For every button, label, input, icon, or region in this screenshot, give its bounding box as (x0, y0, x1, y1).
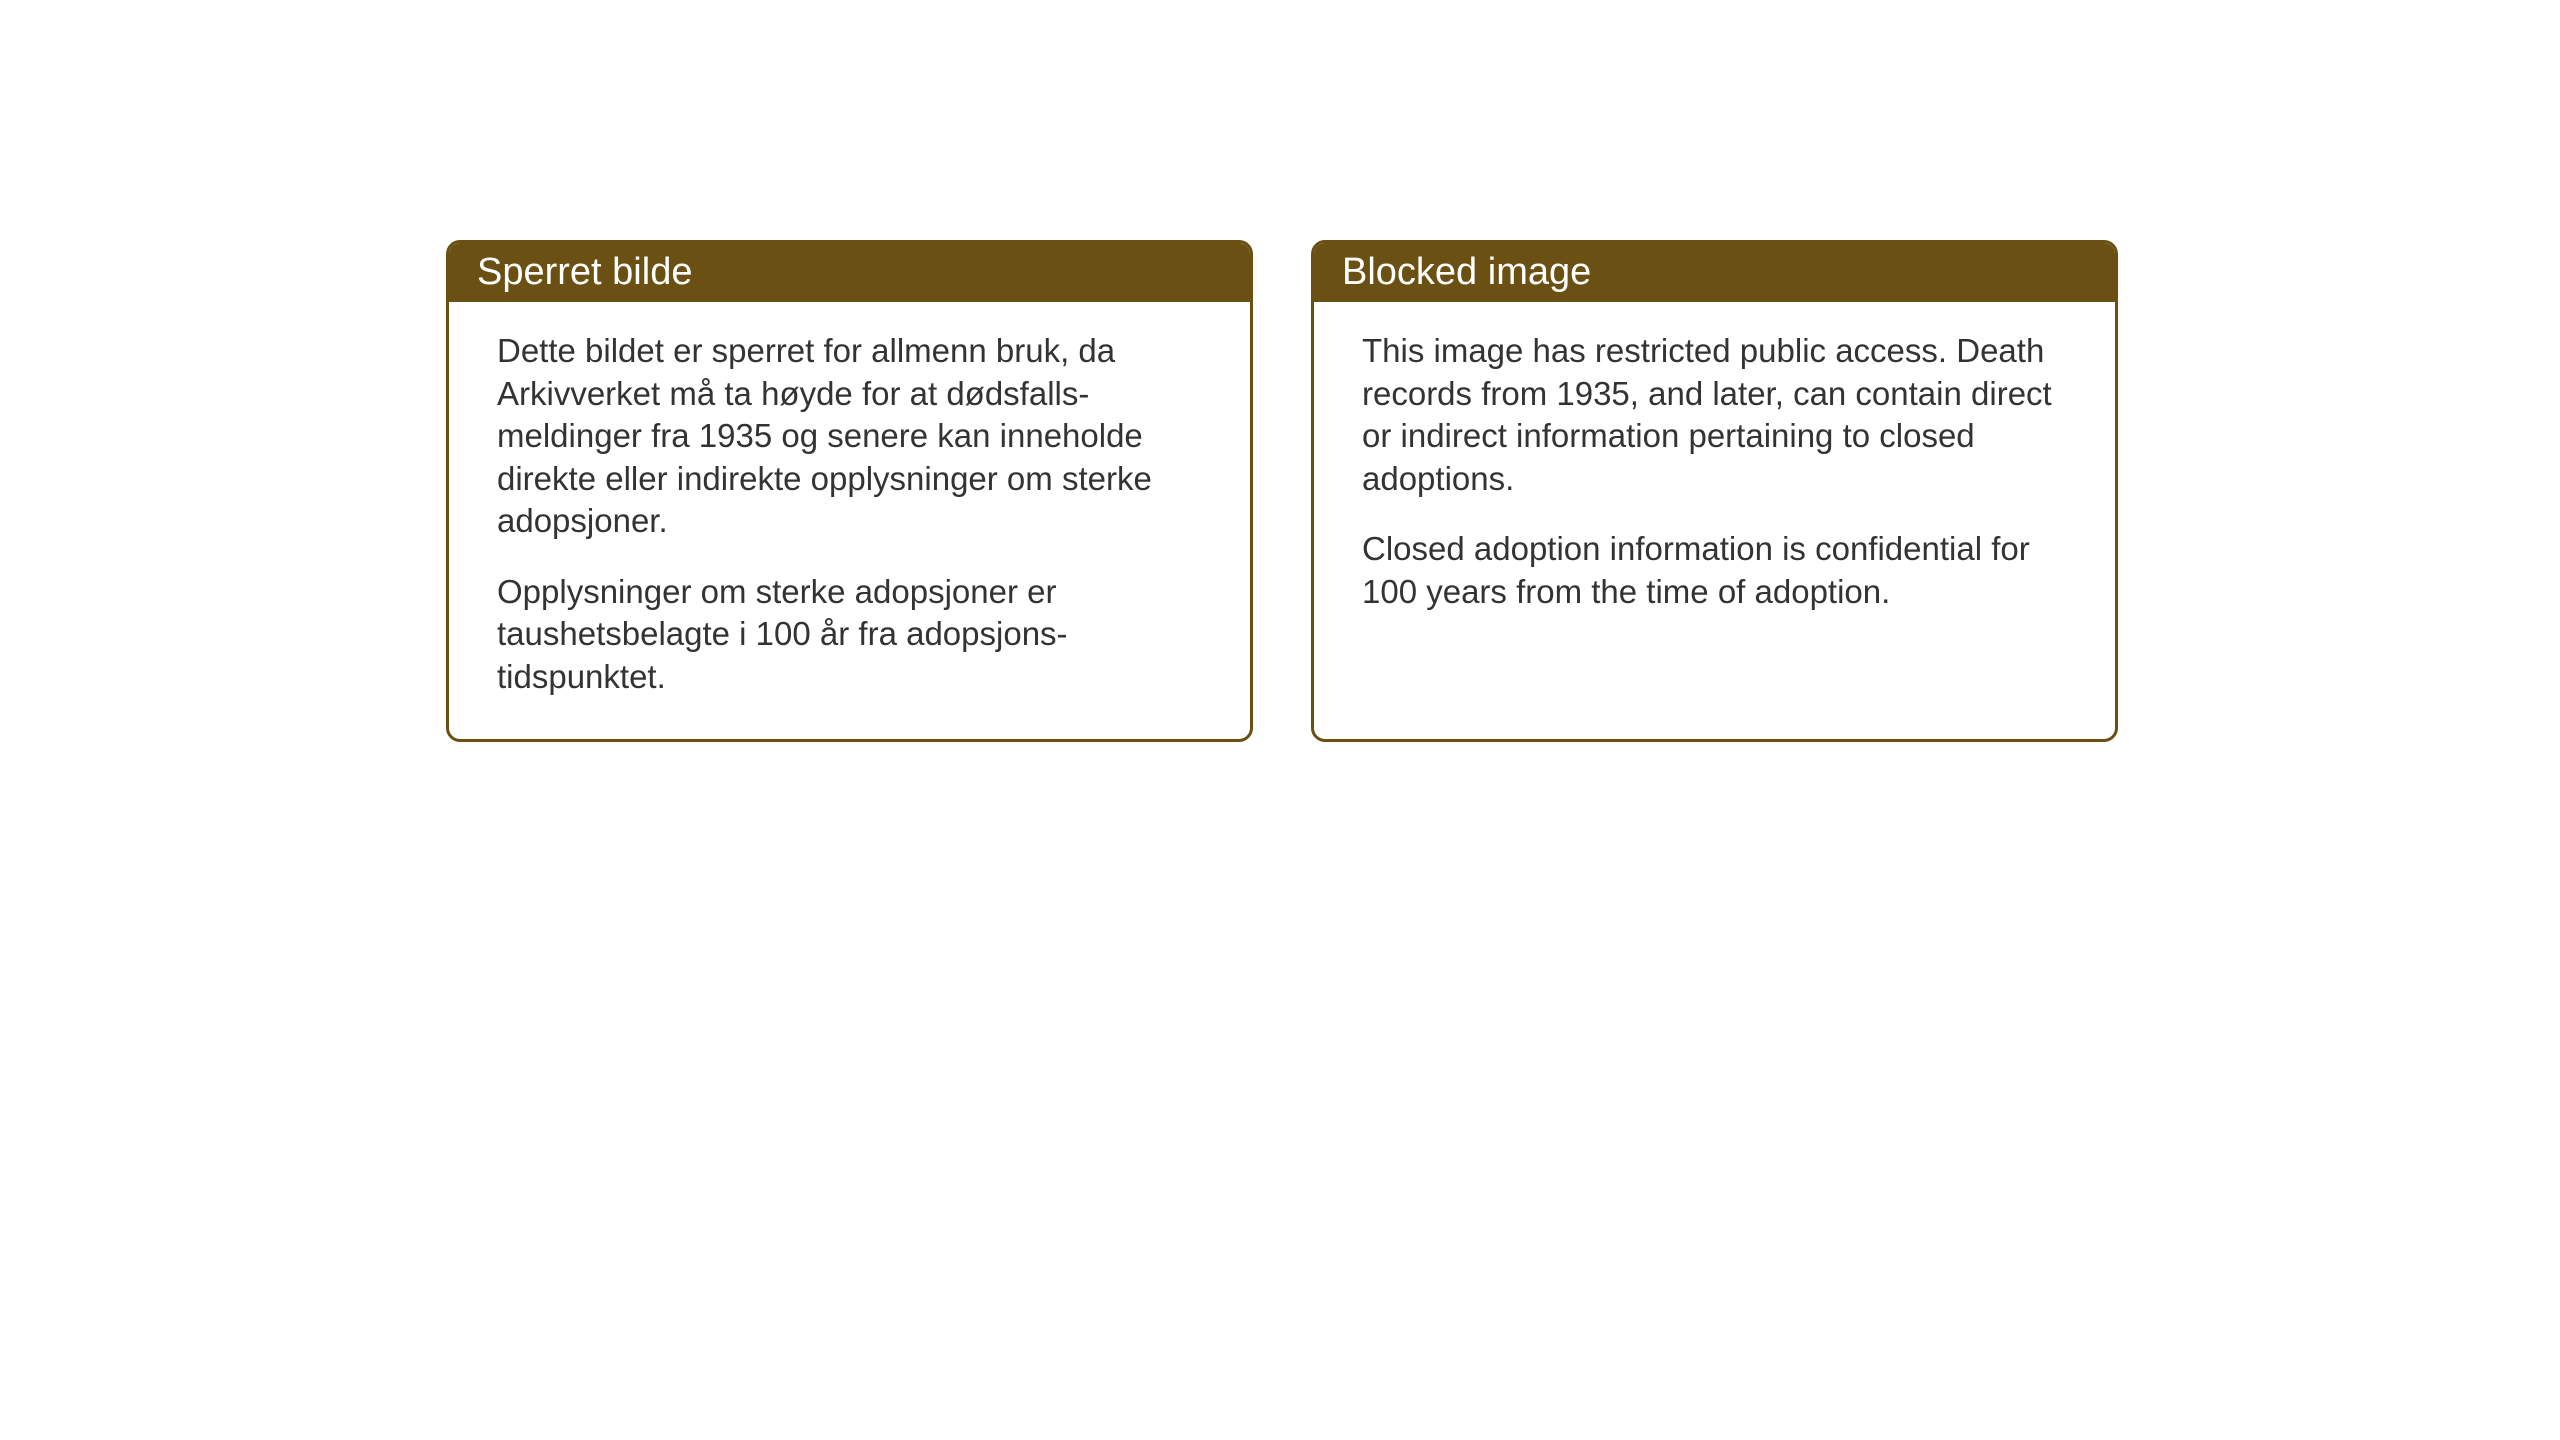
card-paragraph-2-norwegian: Opplysninger om sterke adopsjoner er tau… (497, 571, 1202, 699)
card-paragraph-1-english: This image has restricted public access.… (1362, 330, 2067, 500)
card-body-norwegian: Dette bildet er sperret for allmenn bruk… (449, 302, 1250, 739)
notice-card-english: Blocked image This image has restricted … (1311, 240, 2118, 742)
card-title-english: Blocked image (1342, 251, 1591, 293)
card-paragraph-2-english: Closed adoption information is confident… (1362, 528, 2067, 613)
card-header-norwegian: Sperret bilde (449, 243, 1250, 302)
card-header-english: Blocked image (1314, 243, 2115, 302)
notice-card-norwegian: Sperret bilde Dette bildet er sperret fo… (446, 240, 1253, 742)
notice-container: Sperret bilde Dette bildet er sperret fo… (446, 240, 2118, 742)
card-body-english: This image has restricted public access.… (1314, 302, 2115, 739)
card-title-norwegian: Sperret bilde (477, 251, 692, 293)
card-paragraph-1-norwegian: Dette bildet er sperret for allmenn bruk… (497, 330, 1202, 543)
